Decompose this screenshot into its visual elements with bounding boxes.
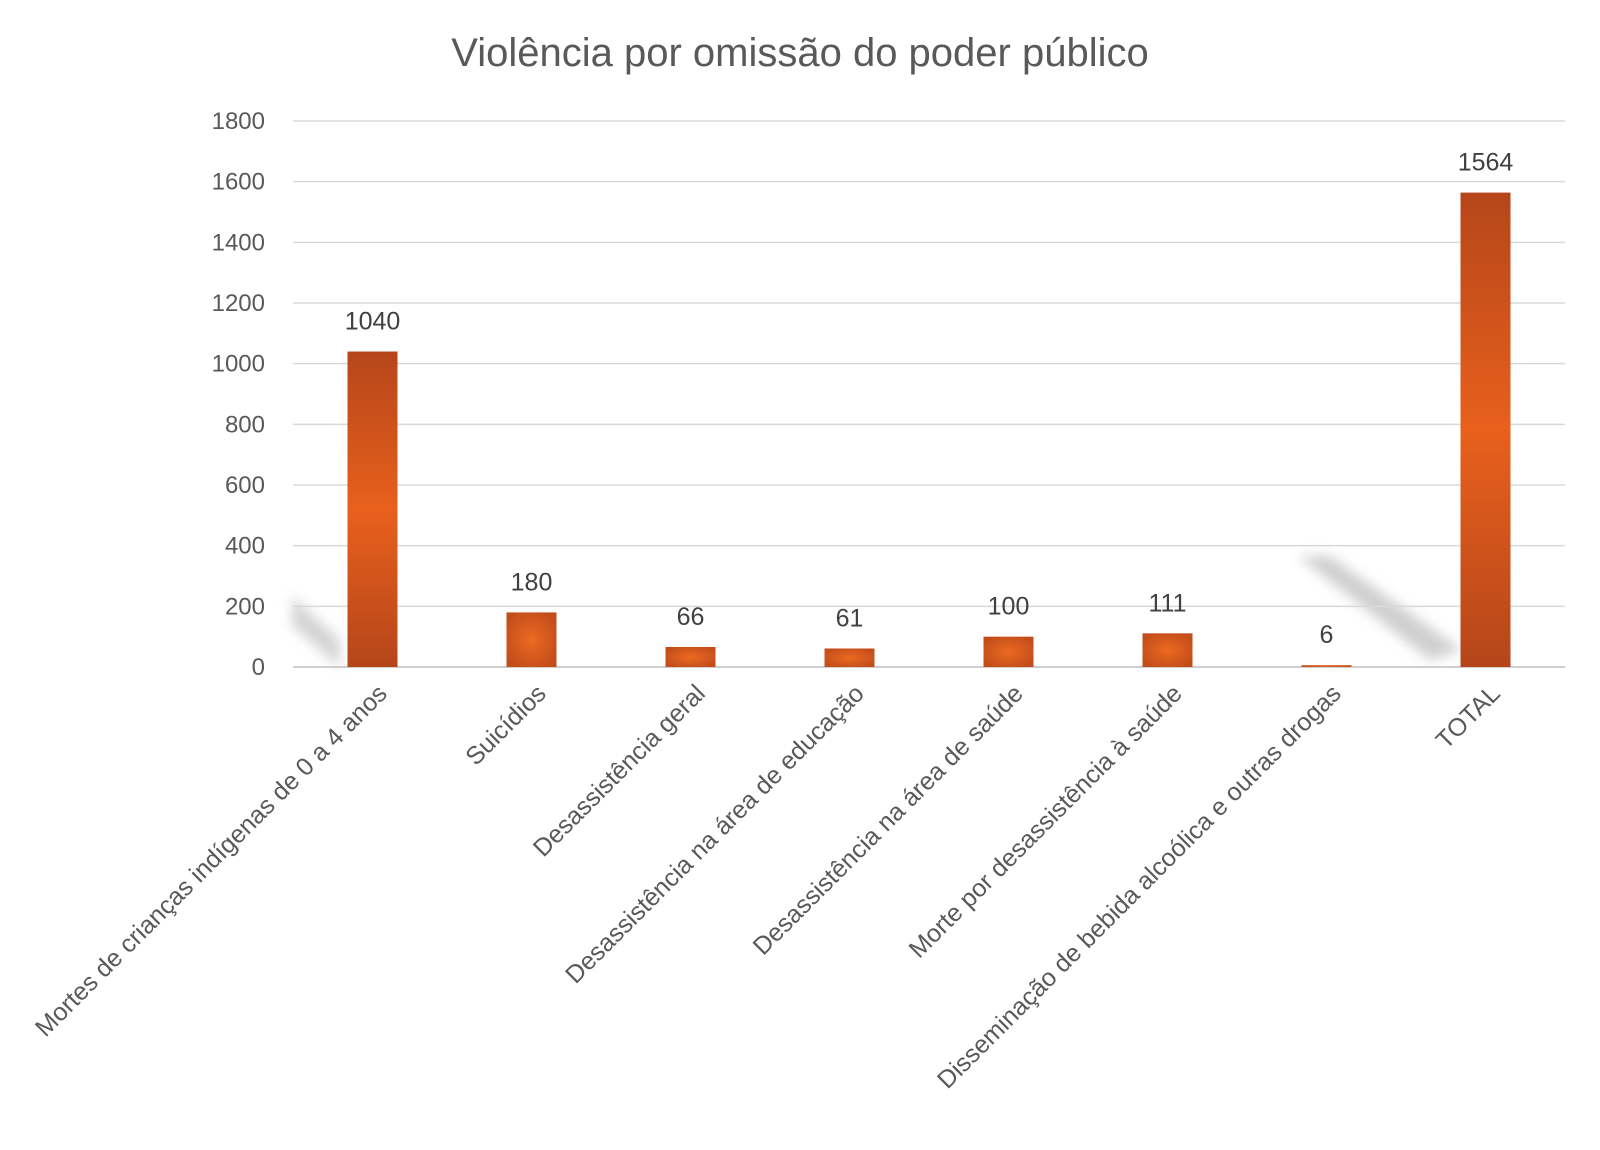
y-tick-label: 1000 [212,351,265,378]
bar [665,646,716,667]
data-label: 1564 [1458,149,1514,177]
y-tick-label: 0 [252,654,265,681]
x-tick-label: Mortes de crianças indígenas de 0 a 4 an… [30,679,393,1042]
data-label: 66 [677,603,705,631]
x-tick-label: Desassistência geral [528,679,711,862]
y-tick-label: 1200 [212,290,265,317]
y-tick-label: 1800 [212,108,265,135]
bar [1142,633,1193,667]
bars [347,192,1511,667]
data-label: 180 [511,568,553,596]
bar [347,351,398,667]
decorative-shadows [292,556,1462,668]
y-tick-label: 400 [225,533,265,560]
y-tick-label: 800 [225,411,265,438]
x-tick-label: Morte por desassistência à saúde [904,679,1188,963]
y-axis: 0 200 400 600 800 1000 1200 1400 1600 1800 [212,108,265,681]
data-label: 6 [1320,621,1334,649]
bar [1460,192,1511,667]
bar [506,612,557,667]
x-tick-label: TOTAL [1431,679,1506,754]
x-tick-label: Suicídios [460,679,552,771]
data-label: 1040 [345,308,401,336]
chart-title: Violência por omissão do poder público [451,31,1148,75]
x-tick-label: Desassistência na área de saúde [748,679,1029,960]
x-tick-label: Desassistência na área de educação [560,679,870,989]
data-labels: 1040 180 66 61 100 111 6 1564 [345,149,1514,650]
bar [983,636,1034,667]
y-tick-label: 200 [225,593,265,620]
gridlines [293,120,1565,668]
data-label: 111 [1148,589,1186,617]
data-label: 61 [836,604,864,632]
bar [1301,665,1352,667]
y-tick-label: 1400 [212,229,265,256]
bar [824,648,875,667]
data-label: 100 [988,593,1030,621]
y-tick-label: 600 [225,472,265,499]
y-tick-label: 1600 [212,169,265,196]
x-axis: Mortes de crianças indígenas de 0 a 4 an… [30,679,1506,1094]
